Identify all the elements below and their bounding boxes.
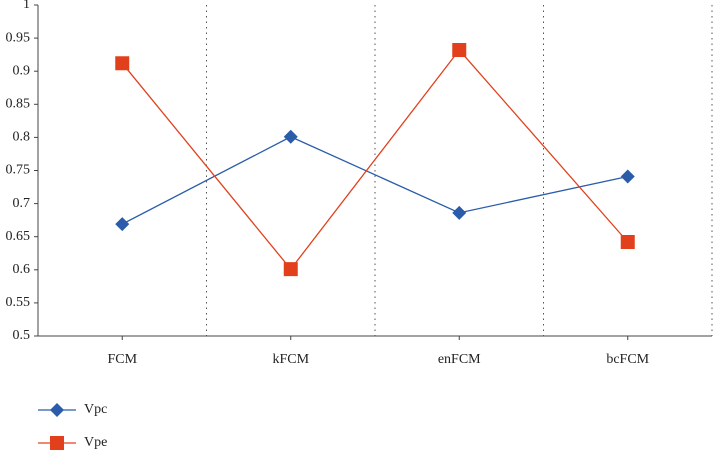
x-tick-label: kFCM bbox=[272, 352, 309, 367]
y-tick-label: 0.55 bbox=[6, 295, 31, 310]
y-tick-label: 0.95 bbox=[6, 30, 31, 45]
legend-marker bbox=[50, 403, 64, 417]
y-tick-label: 0.7 bbox=[13, 196, 31, 211]
y-tick-label: 0.65 bbox=[6, 229, 31, 244]
data-point bbox=[115, 56, 130, 71]
y-tick-label: 0.6 bbox=[13, 262, 31, 277]
y-tick-label: 0.9 bbox=[13, 63, 31, 78]
data-point bbox=[452, 205, 467, 220]
data-point bbox=[620, 234, 635, 249]
series-line bbox=[121, 48, 629, 271]
data-point bbox=[283, 129, 298, 144]
y-tick-label: 0.5 bbox=[13, 328, 31, 343]
data-point bbox=[620, 169, 635, 184]
data-point bbox=[115, 217, 130, 232]
legend-label: Vpc bbox=[84, 402, 107, 417]
x-tick-label: bcFCM bbox=[606, 352, 649, 367]
legend-label: Vpe bbox=[84, 435, 107, 450]
y-tick-label: 0.8 bbox=[13, 130, 31, 145]
y-tick-label: 0.85 bbox=[6, 97, 31, 112]
y-tick-label: 0.75 bbox=[6, 163, 31, 178]
data-point bbox=[283, 262, 298, 277]
y-tick-label: 1 bbox=[23, 0, 30, 12]
x-tick-label: FCM bbox=[107, 352, 137, 367]
data-point bbox=[452, 43, 467, 58]
series-line bbox=[121, 136, 628, 225]
x-tick-label: enFCM bbox=[438, 352, 481, 367]
legend-marker bbox=[50, 436, 64, 450]
